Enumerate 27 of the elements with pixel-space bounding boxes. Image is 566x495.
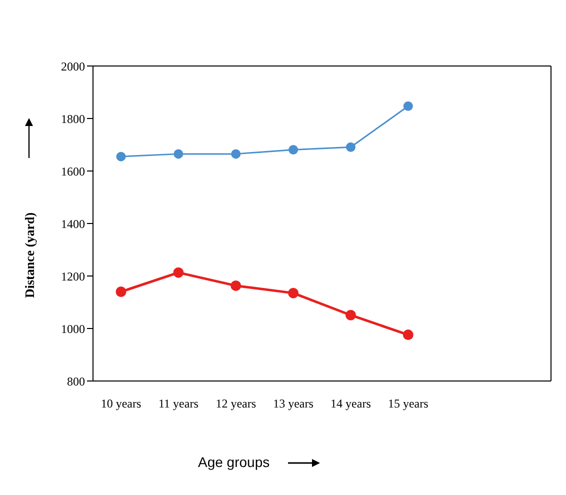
point — [345, 310, 356, 320]
point — [402, 330, 414, 340]
y-axis-title: Distance (yard) — [22, 212, 38, 298]
point — [173, 267, 184, 278]
x-tick-label: 10 years — [100, 396, 142, 411]
y-tick-label: 1000 — [61, 322, 85, 336]
y-tick-label: 1400 — [61, 216, 85, 231]
y-tick-label: 1600 — [61, 164, 85, 178]
point — [288, 288, 299, 298]
x-tick-label: 15 years — [388, 396, 429, 411]
y-tick-label: 1200 — [61, 269, 85, 284]
point — [231, 149, 241, 159]
y-tick-label: 800 — [67, 374, 85, 388]
x-tick-label: 14 years — [330, 396, 372, 411]
point — [174, 149, 184, 159]
point — [346, 142, 356, 152]
y-tick-label: 2000 — [61, 59, 85, 74]
point — [288, 144, 298, 154]
x-tick-label: 12 years — [216, 396, 256, 411]
point — [116, 152, 126, 162]
x-axis-title: Age groups — [198, 454, 270, 470]
x-tick-label: 11 years — [158, 396, 199, 411]
y-tick-label: 1800 — [61, 112, 85, 126]
x-tick-label: 13 years — [273, 396, 314, 411]
point — [230, 280, 242, 291]
point — [403, 101, 413, 111]
point — [116, 286, 126, 297]
